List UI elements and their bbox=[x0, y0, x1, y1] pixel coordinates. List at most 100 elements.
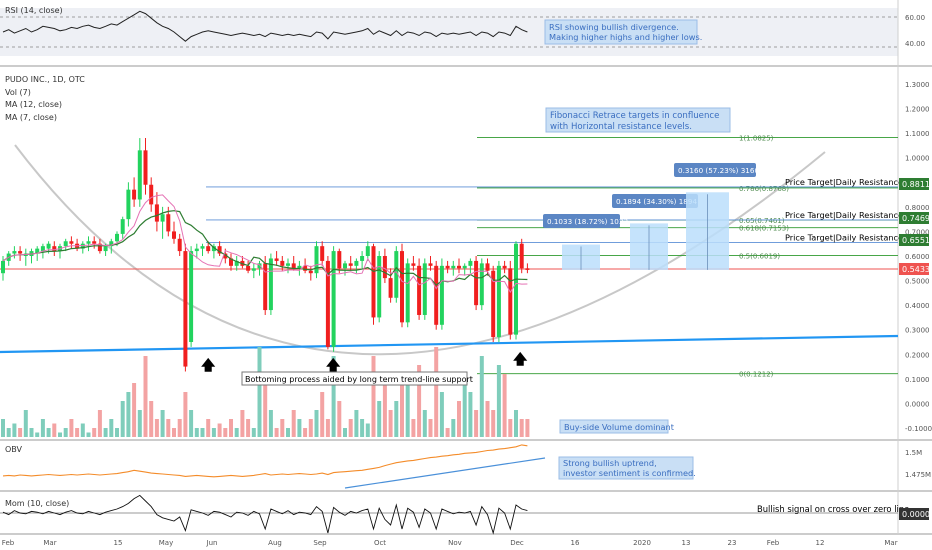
bottoming-note[interactable]: Bottoming process aided by long term tre… bbox=[241, 371, 473, 386]
rsi-note-line-2: Making higher highs and higher lows. bbox=[549, 32, 702, 42]
volume-bar bbox=[58, 432, 62, 437]
volume-bar bbox=[457, 401, 461, 437]
price-target-label-bg bbox=[674, 163, 756, 177]
candle-body bbox=[257, 263, 262, 269]
volume-bar bbox=[514, 410, 518, 437]
volume-bar bbox=[451, 419, 456, 437]
volume-bar bbox=[308, 419, 313, 437]
candle-body bbox=[194, 248, 199, 252]
candle-body bbox=[35, 248, 40, 254]
main-title: PUDO INC., 1D, OTC bbox=[5, 75, 85, 84]
candle-body bbox=[80, 243, 85, 249]
candle-body bbox=[388, 278, 393, 298]
price-target-measures[interactable]: 0.1033 (18.72%) 1033 0.1894 (34.30%) 1894… bbox=[543, 163, 759, 270]
indicator-vol: Vol (7) bbox=[5, 88, 31, 97]
obv-axis-tick: 1.475M bbox=[905, 471, 931, 479]
volume-note-text: Buy-side Volume dominant bbox=[564, 422, 675, 432]
volume-note[interactable]: Buy-side Volume dominant bbox=[559, 419, 675, 434]
volume-bar bbox=[331, 356, 336, 437]
obv-note-line-1: Strong bullish uptrend, bbox=[563, 458, 657, 468]
obv-trendline[interactable] bbox=[344, 457, 546, 489]
candle-body bbox=[365, 246, 370, 256]
candle-body bbox=[120, 219, 125, 234]
candle-body bbox=[354, 260, 359, 266]
mom-pane: Mom (10, close) Bullish signal on cross … bbox=[0, 494, 909, 535]
candle-body bbox=[308, 270, 313, 274]
candle-body bbox=[69, 241, 74, 244]
support-trendline[interactable] bbox=[0, 334, 899, 354]
volume-bar bbox=[394, 401, 399, 437]
obv-pane: OBV Strong bullish uptrend, investor sen… bbox=[2, 444, 696, 489]
ma12-line bbox=[2, 210, 528, 286]
volume-bar bbox=[354, 410, 359, 437]
volume-bar bbox=[377, 401, 382, 437]
candle-body bbox=[115, 233, 119, 242]
price-tag-0: 0.8811 bbox=[902, 180, 930, 189]
candle-body bbox=[268, 258, 273, 311]
candle-body bbox=[206, 246, 211, 252]
volume-bar bbox=[166, 419, 171, 437]
candle-body bbox=[474, 260, 479, 306]
volume-bar bbox=[508, 419, 513, 437]
price-axis[interactable]: 1.30001.20001.10001.00000.90000.80000.70… bbox=[905, 14, 932, 479]
volume-bar bbox=[343, 428, 347, 437]
volume-bar bbox=[246, 419, 251, 437]
candle-body bbox=[200, 246, 205, 249]
volume-bar bbox=[303, 428, 308, 437]
fib-level-label: 1(1.0825) bbox=[739, 134, 774, 142]
volume-bar bbox=[371, 356, 376, 437]
volume-bar bbox=[23, 410, 28, 437]
candle-body bbox=[132, 189, 137, 200]
candle-body bbox=[496, 265, 501, 338]
candle-body bbox=[103, 246, 108, 252]
volume-bar bbox=[115, 428, 119, 437]
candle-body bbox=[400, 251, 404, 323]
candle-body bbox=[40, 246, 45, 252]
up-arrow-icon: 🡅 bbox=[513, 352, 528, 368]
price-axis-tick: 0.6000 bbox=[905, 253, 930, 261]
indicator-ma12: MA (12, close) bbox=[5, 100, 62, 109]
time-axis[interactable]: Feb Mar 15 May Jun Aug Sep Oct Nov Dec 16 2020 13 23 F… bbox=[2, 539, 898, 547]
volume-bar bbox=[154, 419, 159, 437]
candle-body bbox=[154, 204, 159, 222]
resistance-lines[interactable]: Price Target|Daily Resistance Price Targe… bbox=[206, 177, 903, 243]
price-tag-last: 0.5433 bbox=[902, 265, 930, 274]
candle-body bbox=[149, 184, 154, 205]
fib-note[interactable]: Fibonacci Retrace targets in confluence … bbox=[545, 107, 731, 133]
rsi-note[interactable]: RSI showing bullish divergence. Making h… bbox=[544, 19, 702, 45]
price-tag-2: 0.6551 bbox=[902, 236, 930, 245]
volume-bar bbox=[160, 410, 165, 437]
pane-separators bbox=[0, 0, 932, 535]
candle-body bbox=[371, 246, 376, 318]
volume-bar bbox=[1, 419, 5, 437]
obv-title: OBV bbox=[5, 445, 23, 454]
volume-bar bbox=[382, 383, 387, 437]
time-axis-tick: Mar bbox=[43, 539, 56, 547]
obv-line bbox=[2, 444, 528, 478]
obv-note[interactable]: Strong bullish uptrend, investor sentime… bbox=[558, 456, 696, 480]
candle-body bbox=[217, 246, 222, 254]
resistance-label: Price Target|Daily Resistance bbox=[785, 232, 903, 242]
volume-bar bbox=[240, 410, 245, 437]
volume-bar bbox=[206, 419, 211, 437]
candle-body bbox=[514, 243, 518, 335]
candle-body bbox=[229, 258, 233, 266]
mom-note: Bullish signal on cross over zero line bbox=[757, 504, 909, 514]
candle-body bbox=[166, 214, 171, 232]
volume-bar bbox=[200, 428, 205, 437]
volume-bar bbox=[280, 419, 285, 437]
candle-body bbox=[382, 256, 387, 279]
up-arrow-icon: 🡅 bbox=[201, 358, 216, 374]
volume-bar bbox=[97, 410, 102, 437]
volume-bar bbox=[365, 423, 370, 437]
candle-body bbox=[411, 263, 416, 266]
volume-bar bbox=[40, 419, 45, 437]
volume-bar bbox=[422, 410, 427, 437]
price-axis-tick: 1.0000 bbox=[905, 155, 930, 163]
volume-bar bbox=[468, 392, 473, 437]
price-pane: 1(1.0825) 0.786(0.8768) 0.65(0.7461)0.618(… bbox=[0, 75, 903, 437]
candle-body bbox=[246, 265, 251, 271]
candle-body bbox=[160, 214, 165, 222]
time-axis-tick: 15 bbox=[114, 539, 123, 547]
